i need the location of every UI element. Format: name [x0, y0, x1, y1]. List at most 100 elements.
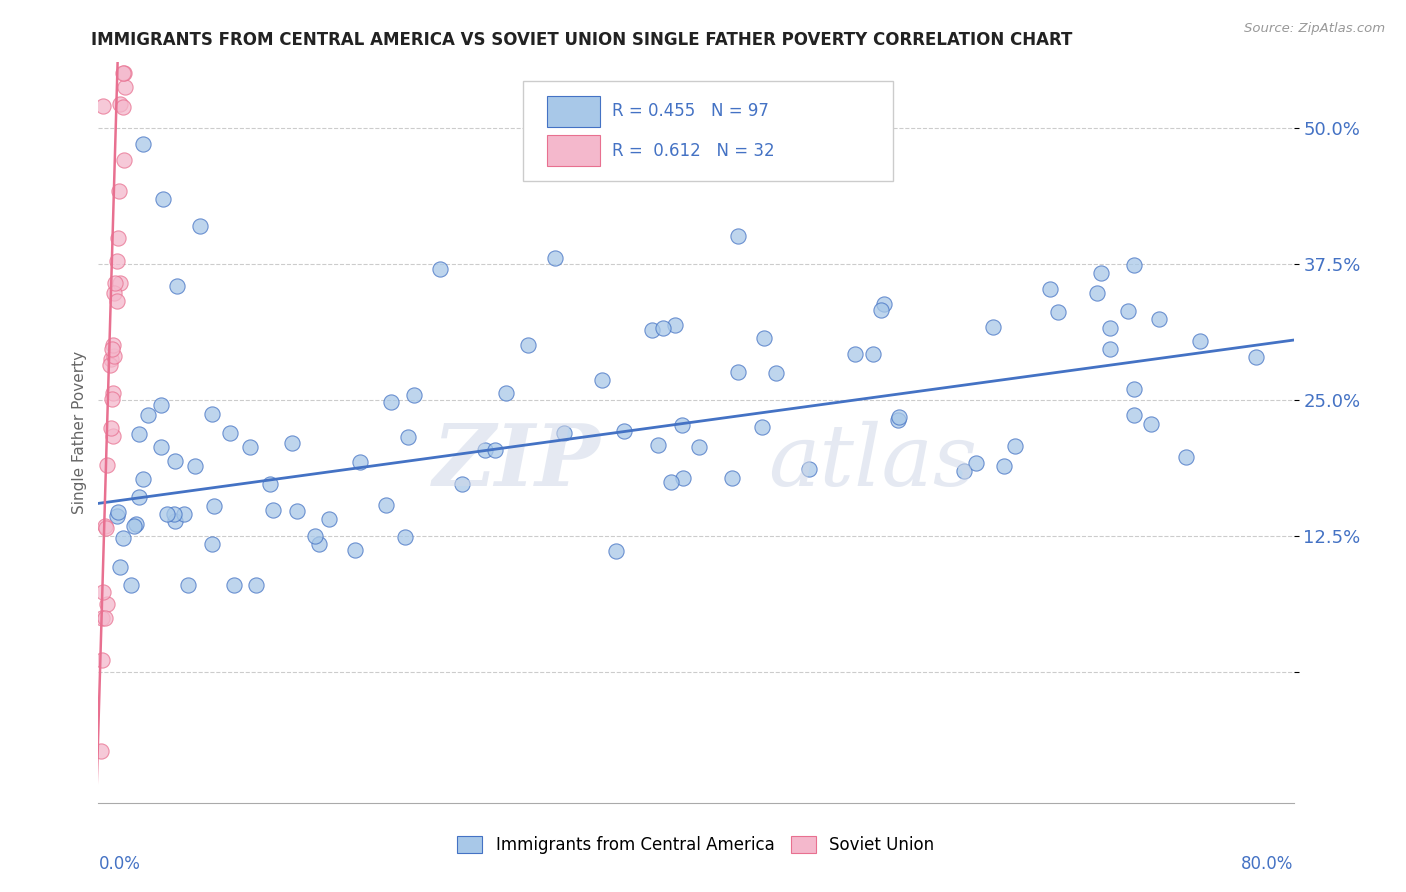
Point: [101, 429, 124, 443]
Point: [111, 531, 134, 545]
Point: [90, 653, 112, 667]
Point: [177, 578, 200, 592]
Point: [132, 137, 155, 152]
Point: [150, 440, 173, 454]
Point: [259, 477, 281, 491]
Point: [201, 537, 224, 551]
Text: ZIP: ZIP: [433, 420, 600, 504]
Text: 80.0%: 80.0%: [1241, 855, 1294, 872]
Point: [1046, 305, 1069, 319]
Point: [394, 530, 416, 544]
Point: [1174, 450, 1197, 464]
Point: [953, 464, 976, 478]
Point: [98, 358, 121, 372]
Point: [100, 351, 122, 366]
Point: [516, 338, 538, 352]
Point: [105, 508, 128, 523]
Point: [125, 517, 148, 532]
Y-axis label: Single Father Poverty: Single Father Poverty: [72, 351, 87, 514]
Point: [1098, 321, 1121, 335]
Point: [1122, 259, 1144, 273]
Point: [94, 611, 117, 625]
Point: [120, 578, 142, 592]
Point: [107, 505, 129, 519]
Point: [429, 262, 451, 277]
Point: [105, 293, 128, 308]
Point: [132, 472, 155, 486]
Point: [114, 80, 136, 95]
Point: [672, 471, 695, 485]
Point: [202, 499, 225, 513]
Point: [887, 413, 910, 427]
Point: [474, 443, 496, 458]
Point: [173, 507, 195, 521]
Point: [152, 192, 174, 206]
Point: [374, 498, 396, 512]
Legend: Immigrants from Central America, Soviet Union: Immigrants from Central America, Soviet …: [451, 830, 941, 861]
Point: [553, 425, 575, 440]
Point: [103, 338, 125, 352]
Point: [218, 425, 240, 440]
Point: [136, 408, 159, 422]
Point: [751, 420, 773, 434]
Point: [765, 366, 787, 380]
Point: [101, 342, 124, 356]
Point: [94, 518, 117, 533]
Point: [150, 398, 173, 412]
Point: [101, 392, 124, 406]
Point: [308, 536, 330, 550]
Point: [1085, 286, 1108, 301]
Point: [122, 519, 145, 533]
Point: [721, 471, 744, 485]
Point: [797, 462, 820, 476]
Text: atlas: atlas: [768, 421, 977, 504]
Bar: [547, 135, 600, 166]
Point: [111, 66, 134, 80]
Point: [396, 430, 419, 444]
Point: [652, 320, 675, 334]
Point: [727, 229, 749, 244]
Point: [484, 442, 506, 457]
Point: [993, 459, 1015, 474]
Text: IMMIGRANTS FROM CENTRAL AMERICA VS SOVIET UNION SINGLE FATHER POVERTY CORRELATIO: IMMIGRANTS FROM CENTRAL AMERICA VS SOVIE…: [91, 31, 1073, 49]
Point: [163, 514, 186, 528]
Point: [108, 185, 131, 199]
Point: [318, 511, 340, 525]
Point: [156, 508, 179, 522]
Point: [380, 394, 402, 409]
Point: [844, 347, 866, 361]
Point: [1116, 303, 1139, 318]
Point: [641, 323, 664, 337]
Point: [108, 276, 131, 290]
Point: [103, 349, 125, 363]
Point: [90, 611, 112, 625]
Point: [108, 560, 131, 574]
Point: [166, 278, 188, 293]
Point: [727, 365, 749, 379]
Point: [1147, 312, 1170, 326]
Point: [752, 331, 775, 345]
Point: [281, 436, 304, 450]
Point: [965, 457, 987, 471]
Point: [128, 490, 150, 504]
Point: [184, 458, 207, 473]
Point: [862, 347, 884, 361]
Point: [1039, 282, 1062, 296]
Point: [201, 407, 224, 421]
Point: [91, 99, 114, 113]
Point: [591, 373, 613, 387]
Point: [1123, 382, 1146, 396]
Point: [94, 520, 117, 534]
Point: [90, 744, 112, 758]
Point: [239, 440, 262, 454]
Point: [107, 231, 129, 245]
Point: [1244, 350, 1267, 364]
Bar: [547, 95, 600, 127]
Point: [450, 477, 472, 491]
Point: [1122, 408, 1144, 422]
Point: [105, 253, 128, 268]
Point: [544, 252, 567, 266]
Text: R = 0.455   N = 97: R = 0.455 N = 97: [613, 103, 769, 120]
Point: [664, 318, 686, 333]
Point: [262, 502, 284, 516]
